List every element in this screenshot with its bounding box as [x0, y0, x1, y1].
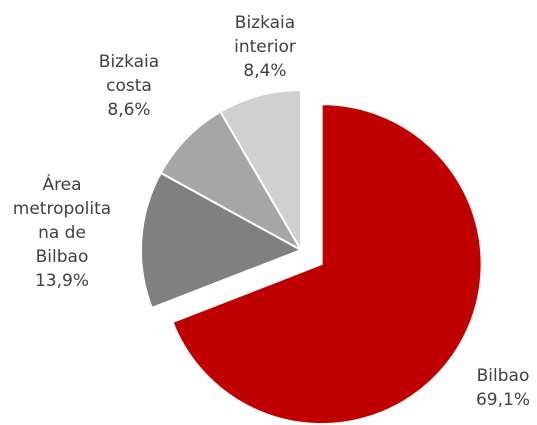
pie-slice [140, 171, 304, 310]
value-label: 69,1% [475, 390, 530, 410]
slice-label: Área metropolitana de Bilbao 13,9% [12, 173, 112, 293]
value-label: 8,6% [107, 100, 151, 120]
category-label: Área metropolitana de Bilbao [12, 175, 112, 267]
slice-label: Bizkaia interior 8,4% [220, 11, 310, 83]
pie-slice [171, 103, 483, 425]
slice-label: Bilbao 69,1% [463, 364, 537, 412]
pie-slice [219, 88, 302, 254]
category-label: Bizkaia interior [234, 13, 296, 57]
category-label: Bilbao [476, 366, 530, 386]
value-label: 13,9% [34, 271, 89, 291]
slice-label: Bizkaia costa 8,6% [89, 50, 169, 122]
pie-slice [159, 110, 304, 253]
value-label: 8,4% [243, 61, 287, 81]
category-label: Bizkaia costa [98, 52, 160, 96]
